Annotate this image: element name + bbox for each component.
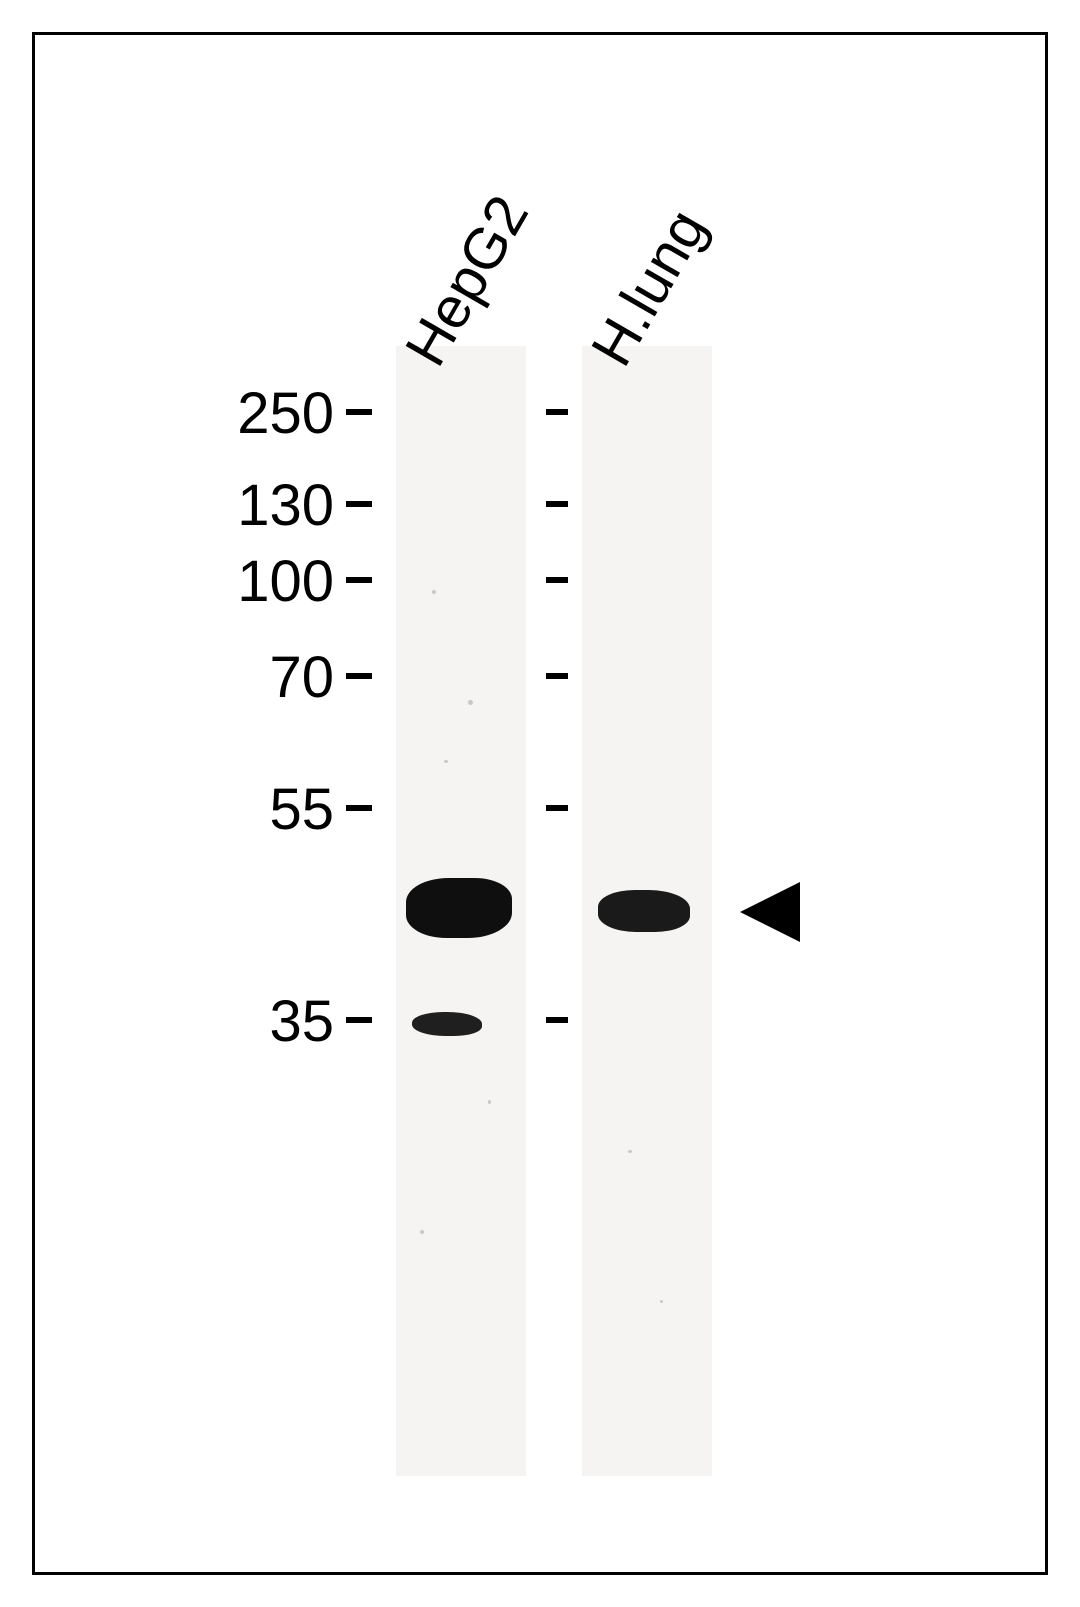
- mw-label-250: 250: [237, 380, 334, 447]
- mw-tick-100: [346, 577, 372, 583]
- mw-tick-35: [346, 1017, 372, 1023]
- noise-speckle: [420, 1230, 424, 1234]
- mw-midtick-100: [546, 577, 568, 583]
- noise-speckle: [628, 1150, 632, 1153]
- blot-figure: HepG2H.lung 250130100705535: [0, 0, 1080, 1607]
- band-lane0-0: [406, 878, 512, 938]
- mw-midtick-35: [546, 1017, 568, 1023]
- mw-label-70: 70: [269, 644, 334, 711]
- noise-speckle: [444, 760, 448, 763]
- mw-midtick-70: [546, 673, 568, 679]
- mw-tick-250: [346, 409, 372, 415]
- mw-tick-70: [346, 673, 372, 679]
- mw-label-100: 100: [237, 548, 334, 615]
- mw-midtick-130: [546, 501, 568, 507]
- mw-midtick-250: [546, 409, 568, 415]
- mw-midtick-55: [546, 805, 568, 811]
- noise-speckle: [468, 700, 473, 705]
- noise-speckle: [488, 1100, 491, 1104]
- band-lane0-1: [412, 1012, 482, 1036]
- band-lane1-2: [598, 890, 690, 932]
- mw-label-55: 55: [269, 776, 334, 843]
- target-band-arrow-icon: [740, 882, 800, 942]
- noise-speckle: [660, 1300, 663, 1303]
- noise-speckle: [432, 590, 436, 594]
- mw-tick-55: [346, 805, 372, 811]
- mw-label-130: 130: [237, 472, 334, 539]
- mw-tick-130: [346, 501, 372, 507]
- mw-label-35: 35: [269, 988, 334, 1055]
